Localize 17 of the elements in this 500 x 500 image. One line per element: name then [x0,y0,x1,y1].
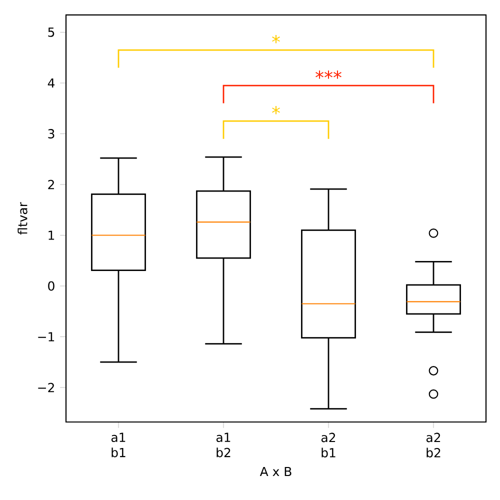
y-tick-label: −2 [38,382,54,392]
annotation: *** [316,70,342,79]
annotation: * [272,106,280,114]
x-tick-label: a1 b2 [216,432,230,458]
x-tick-label: a1 b1 [111,432,126,458]
y-tick-label: 0 [48,281,54,291]
y-axis-title: fltvar [18,202,28,235]
y-tick-label: 2 [48,180,54,190]
x-axis-title: A x B [260,466,292,476]
annotation: * [272,35,280,44]
y-tick-label: 5 [48,28,54,37]
x-tick-label: a2 b1 [321,432,336,458]
y-tick-label: 3 [48,129,54,138]
y-tick-label: −1 [38,332,54,342]
y-tick-label: 4 [48,78,55,88]
y-tick-label: 1 [48,230,54,240]
x-tick-label: a2 b2 [426,432,440,458]
